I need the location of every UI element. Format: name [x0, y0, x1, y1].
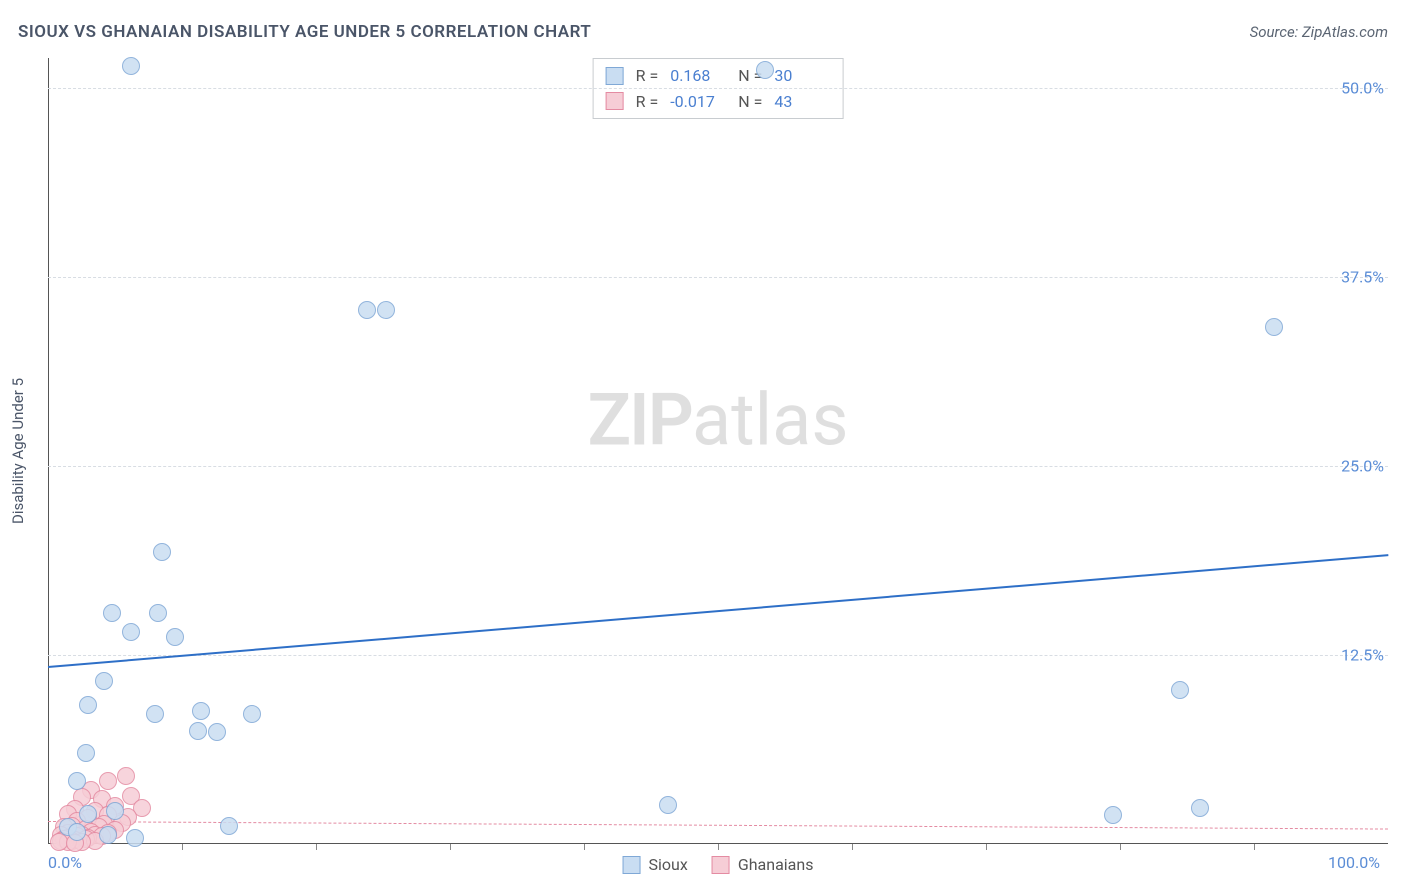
trend-line-ghanaians — [48, 821, 1388, 830]
data-point — [117, 767, 135, 785]
data-point — [79, 805, 97, 823]
legend-series-label: Ghanaians — [738, 855, 814, 874]
data-point — [146, 705, 164, 723]
legend-r-label: R = — [636, 63, 659, 89]
series-legend: Sioux Ghanaians — [623, 855, 814, 874]
legend-item: Sioux — [623, 855, 688, 874]
legend-swatch — [606, 67, 624, 85]
grid-line — [48, 88, 1388, 89]
y-tick-label: 25.0% — [1341, 457, 1384, 476]
watermark: ZIPatlas — [587, 377, 848, 462]
data-point — [68, 823, 86, 841]
data-point — [77, 744, 95, 762]
data-point — [166, 628, 184, 646]
data-point — [95, 672, 113, 690]
data-point — [358, 301, 376, 319]
grid-line — [48, 466, 1388, 467]
data-point — [149, 604, 167, 622]
legend-item: Ghanaians — [712, 855, 814, 874]
grid-line — [48, 277, 1388, 278]
x-tick — [182, 844, 183, 850]
legend-n-label: N = — [738, 89, 762, 115]
legend-r-label: R = — [636, 89, 659, 115]
y-axis-label: Disability Age Under 5 — [9, 378, 27, 524]
y-tick-label: 12.5% — [1341, 646, 1384, 665]
x-tick-label: 100.0% — [1328, 853, 1380, 872]
data-point — [189, 722, 207, 740]
x-tick — [852, 844, 853, 850]
x-tick — [718, 844, 719, 850]
y-tick-label: 50.0% — [1341, 79, 1384, 98]
data-point — [1104, 806, 1122, 824]
y-axis-line — [48, 58, 49, 844]
x-tick — [584, 844, 585, 850]
legend-swatch — [606, 92, 624, 110]
data-point — [122, 623, 140, 641]
data-point — [106, 802, 124, 820]
x-tick-label: 0.0% — [48, 853, 82, 872]
data-point — [220, 817, 238, 835]
data-point — [1265, 318, 1283, 336]
source-label: Source: ZipAtlas.com — [1250, 23, 1388, 41]
legend-r-value: -0.017 — [670, 89, 726, 115]
scatter-plot: ZIPatlas R =0.168N =30R =-0.017N =43 Sio… — [48, 58, 1388, 844]
data-point — [192, 702, 210, 720]
x-tick — [450, 844, 451, 850]
data-point — [659, 796, 677, 814]
y-tick-label: 37.5% — [1341, 268, 1384, 287]
x-tick — [1120, 844, 1121, 850]
data-point — [68, 772, 86, 790]
data-point — [103, 604, 121, 622]
legend-r-value: 0.168 — [670, 63, 726, 89]
data-point — [1171, 681, 1189, 699]
legend-n-value: 43 — [774, 89, 830, 115]
data-point — [122, 57, 140, 75]
x-tick — [316, 844, 317, 850]
data-point — [79, 696, 97, 714]
data-point — [126, 829, 144, 847]
legend-swatch — [623, 856, 641, 874]
grid-line — [48, 655, 1388, 656]
legend-row: R =0.168N =30 — [606, 63, 831, 89]
page-title: SIOUX VS GHANAIAN DISABILITY AGE UNDER 5… — [18, 22, 591, 42]
chart-area: Disability Age Under 5 ZIPatlas R =0.168… — [48, 58, 1388, 844]
x-tick — [986, 844, 987, 850]
legend-swatch — [712, 856, 730, 874]
data-point — [99, 772, 117, 790]
trend-line-sioux — [48, 554, 1388, 668]
data-point — [1191, 799, 1209, 817]
data-point — [208, 723, 226, 741]
data-point — [377, 301, 395, 319]
legend-row: R = -0.017 N = 43 — [606, 89, 831, 115]
data-point — [756, 61, 774, 79]
x-tick — [1254, 844, 1255, 850]
data-point — [243, 705, 261, 723]
data-point — [153, 543, 171, 561]
data-point — [99, 826, 117, 844]
legend-series-label: Sioux — [649, 855, 688, 874]
legend-n-value: 30 — [774, 63, 830, 89]
